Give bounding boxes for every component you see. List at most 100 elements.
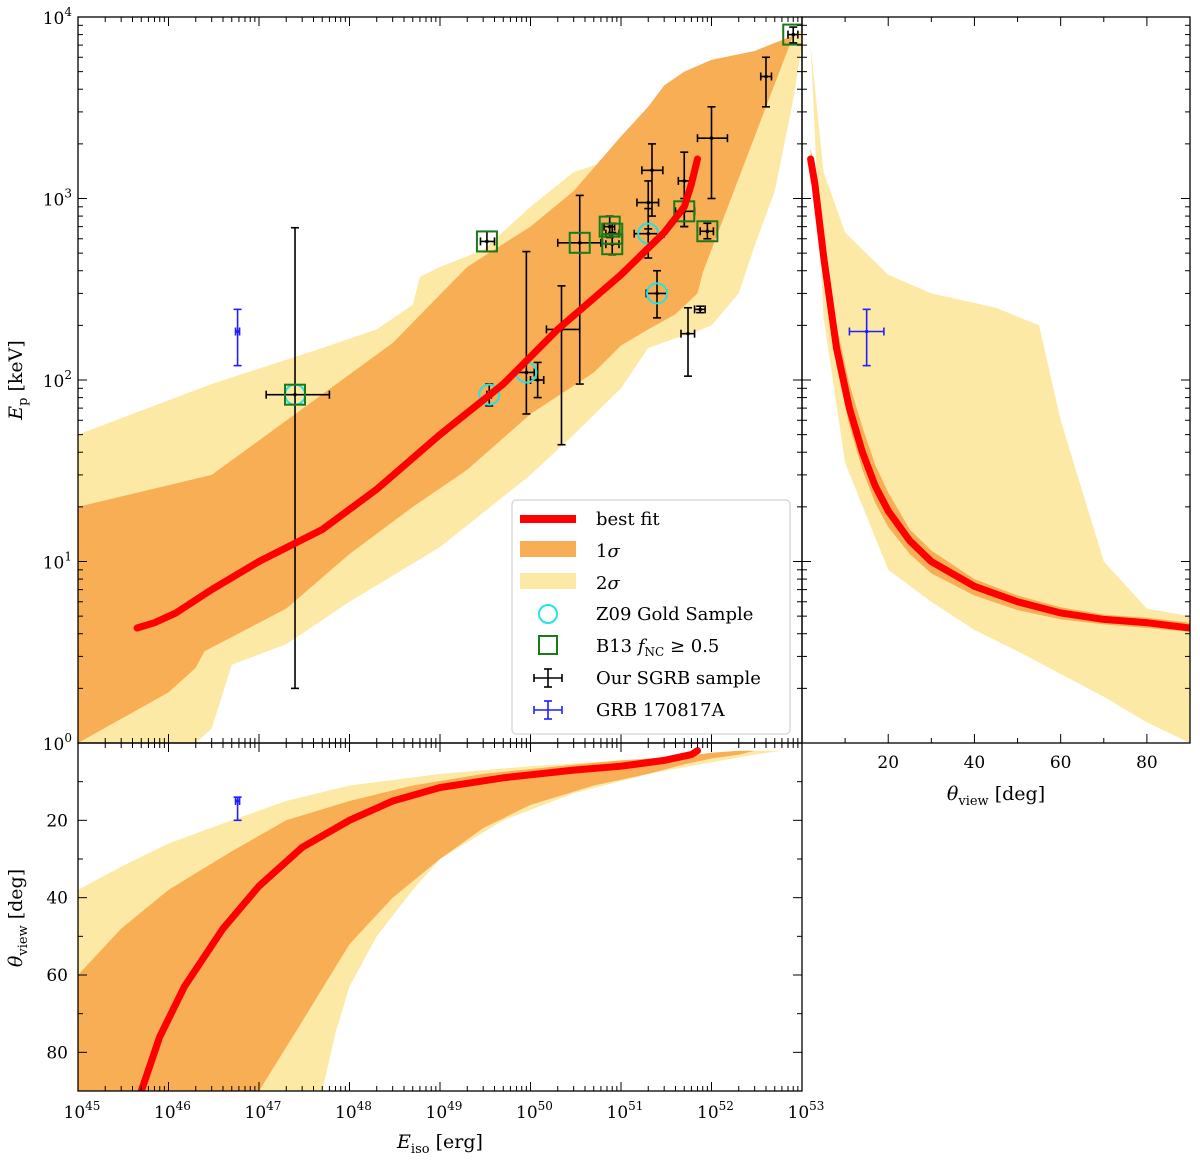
point [709, 136, 714, 140]
xtick-label: 1051 [607, 1099, 644, 1123]
ytick-label: 20 [46, 811, 68, 831]
two-sigma-band [810, 45, 1190, 743]
sgrb-point [680, 306, 696, 377]
right-x-tick-labels: 20 40 60 80 [877, 753, 1157, 773]
main-ylabel: Ep [keV] [5, 340, 31, 421]
z09-gold-marker [478, 383, 501, 406]
bottom-xlabel: Eiso [erg] [396, 1131, 483, 1157]
grb170817a-point [233, 796, 242, 822]
point [650, 168, 654, 173]
legend-sgrb-marker [533, 668, 563, 688]
right-ep-theta-panel: 20 40 60 80 θview [deg] [801, 16, 1191, 809]
grb170817a-point [233, 796, 242, 822]
grb170817a-point [233, 308, 242, 367]
point [686, 331, 690, 336]
b13-marker [475, 230, 498, 253]
legend-gold: Z09 Gold Sample [596, 604, 753, 625]
point [682, 179, 687, 183]
ytick-label: 103 [43, 187, 72, 211]
one-sigma-band [78, 750, 755, 1091]
b13-marker [598, 215, 621, 238]
point [235, 329, 240, 334]
bottom-theta-eiso-panel: 20 40 60 80 1045 1046 1047 1048 1049 1050 1051 105… [5, 742, 825, 1157]
best-fit-line [137, 747, 701, 1091]
point [698, 307, 702, 312]
legend-gold-marker [538, 604, 558, 624]
ytick-label: 60 [46, 966, 68, 986]
sgrb-point [641, 143, 664, 217]
xtick-label: 1045 [64, 1099, 101, 1123]
b13-marker [782, 23, 802, 46]
bottom-x-tick-labels: 1045 1046 1047 1048 1049 1050 1051 1052 1053 [64, 1099, 825, 1123]
sgrb-point [265, 226, 331, 690]
legend-b13-marker [538, 635, 558, 655]
sgrb-point [699, 222, 715, 240]
main-ep-eiso-panel: 100 101 102 103 104 Ep [keV] best fit 1σ 2σ … [5, 5, 803, 755]
legend-2sigma: 2σ [596, 573, 620, 594]
bottom-ylabel: θview [deg] [5, 869, 31, 967]
point [764, 74, 768, 79]
sgrb-point [636, 180, 660, 230]
xtick-label: 60 [1050, 753, 1072, 773]
point [577, 241, 582, 245]
right-ticks [802, 16, 1190, 744]
best-fit-line [133, 155, 701, 632]
sgrb-point [759, 56, 773, 108]
legend: best fit 1σ 2σ Z09 Gold Sample B13 fNC ≥… [511, 499, 791, 735]
point [535, 378, 540, 382]
bottom-ticks [77, 743, 803, 1091]
sgrb-point [677, 151, 691, 228]
b13-marker [284, 383, 307, 406]
point [791, 32, 796, 37]
grb170817a-point [233, 308, 242, 367]
legend-sgrb: Our SGRB sample [596, 668, 761, 689]
legend-grb-marker [533, 700, 563, 720]
xtick-label: 1053 [788, 1099, 825, 1123]
point [293, 392, 297, 397]
xtick-label: 1047 [245, 1099, 282, 1123]
legend-grb170817a: GRB 170817A [596, 700, 726, 721]
ep-subscript: p [16, 398, 31, 406]
ytick-label: 80 [46, 1043, 68, 1063]
point [864, 329, 869, 334]
ytick-label: 40 [46, 889, 68, 909]
sgrb-point [696, 106, 729, 200]
point [524, 370, 529, 375]
legend-1sigma: 1σ [596, 541, 620, 562]
point [646, 200, 651, 205]
sgrb-point [787, 26, 799, 44]
main-y-tick-labels: 100 101 102 103 104 [43, 5, 73, 755]
xtick-label: 1050 [516, 1099, 553, 1123]
point [655, 291, 659, 296]
right-xlabel: θview [deg] [947, 783, 1045, 809]
xtick-label: 1046 [154, 1099, 191, 1123]
best-fit-line [807, 155, 1190, 632]
point [235, 799, 240, 803]
sgrb-point [556, 194, 602, 385]
ytick-label: 100 [43, 731, 72, 755]
xtick-label: 20 [877, 753, 899, 773]
b13-marker [568, 231, 591, 254]
point [485, 239, 489, 244]
sgrb-point [693, 305, 706, 314]
point [607, 224, 612, 229]
legend-2sigma-swatch [520, 573, 576, 589]
xtick-label: 1049 [426, 1099, 463, 1123]
legend-b13: B13 fNC ≥ 0.5 [596, 636, 719, 659]
grb170817a-point [848, 308, 885, 367]
b13-marker [696, 220, 719, 243]
xtick-label: 1052 [697, 1099, 734, 1123]
ytick-label: 104 [43, 5, 73, 29]
point [646, 231, 651, 236]
point [705, 229, 710, 234]
legend-best-fit: best fit [596, 509, 660, 530]
xtick-label: 40 [964, 753, 986, 773]
xtick-label: 1048 [335, 1099, 372, 1123]
ytick-label: 101 [43, 550, 72, 574]
ytick-label: 102 [43, 368, 72, 392]
legend-box [511, 499, 791, 735]
bottom-y-tick-labels: 20 40 60 80 [46, 811, 68, 1063]
z09-gold-marker [646, 282, 669, 305]
legend-1sigma-swatch [520, 541, 576, 557]
